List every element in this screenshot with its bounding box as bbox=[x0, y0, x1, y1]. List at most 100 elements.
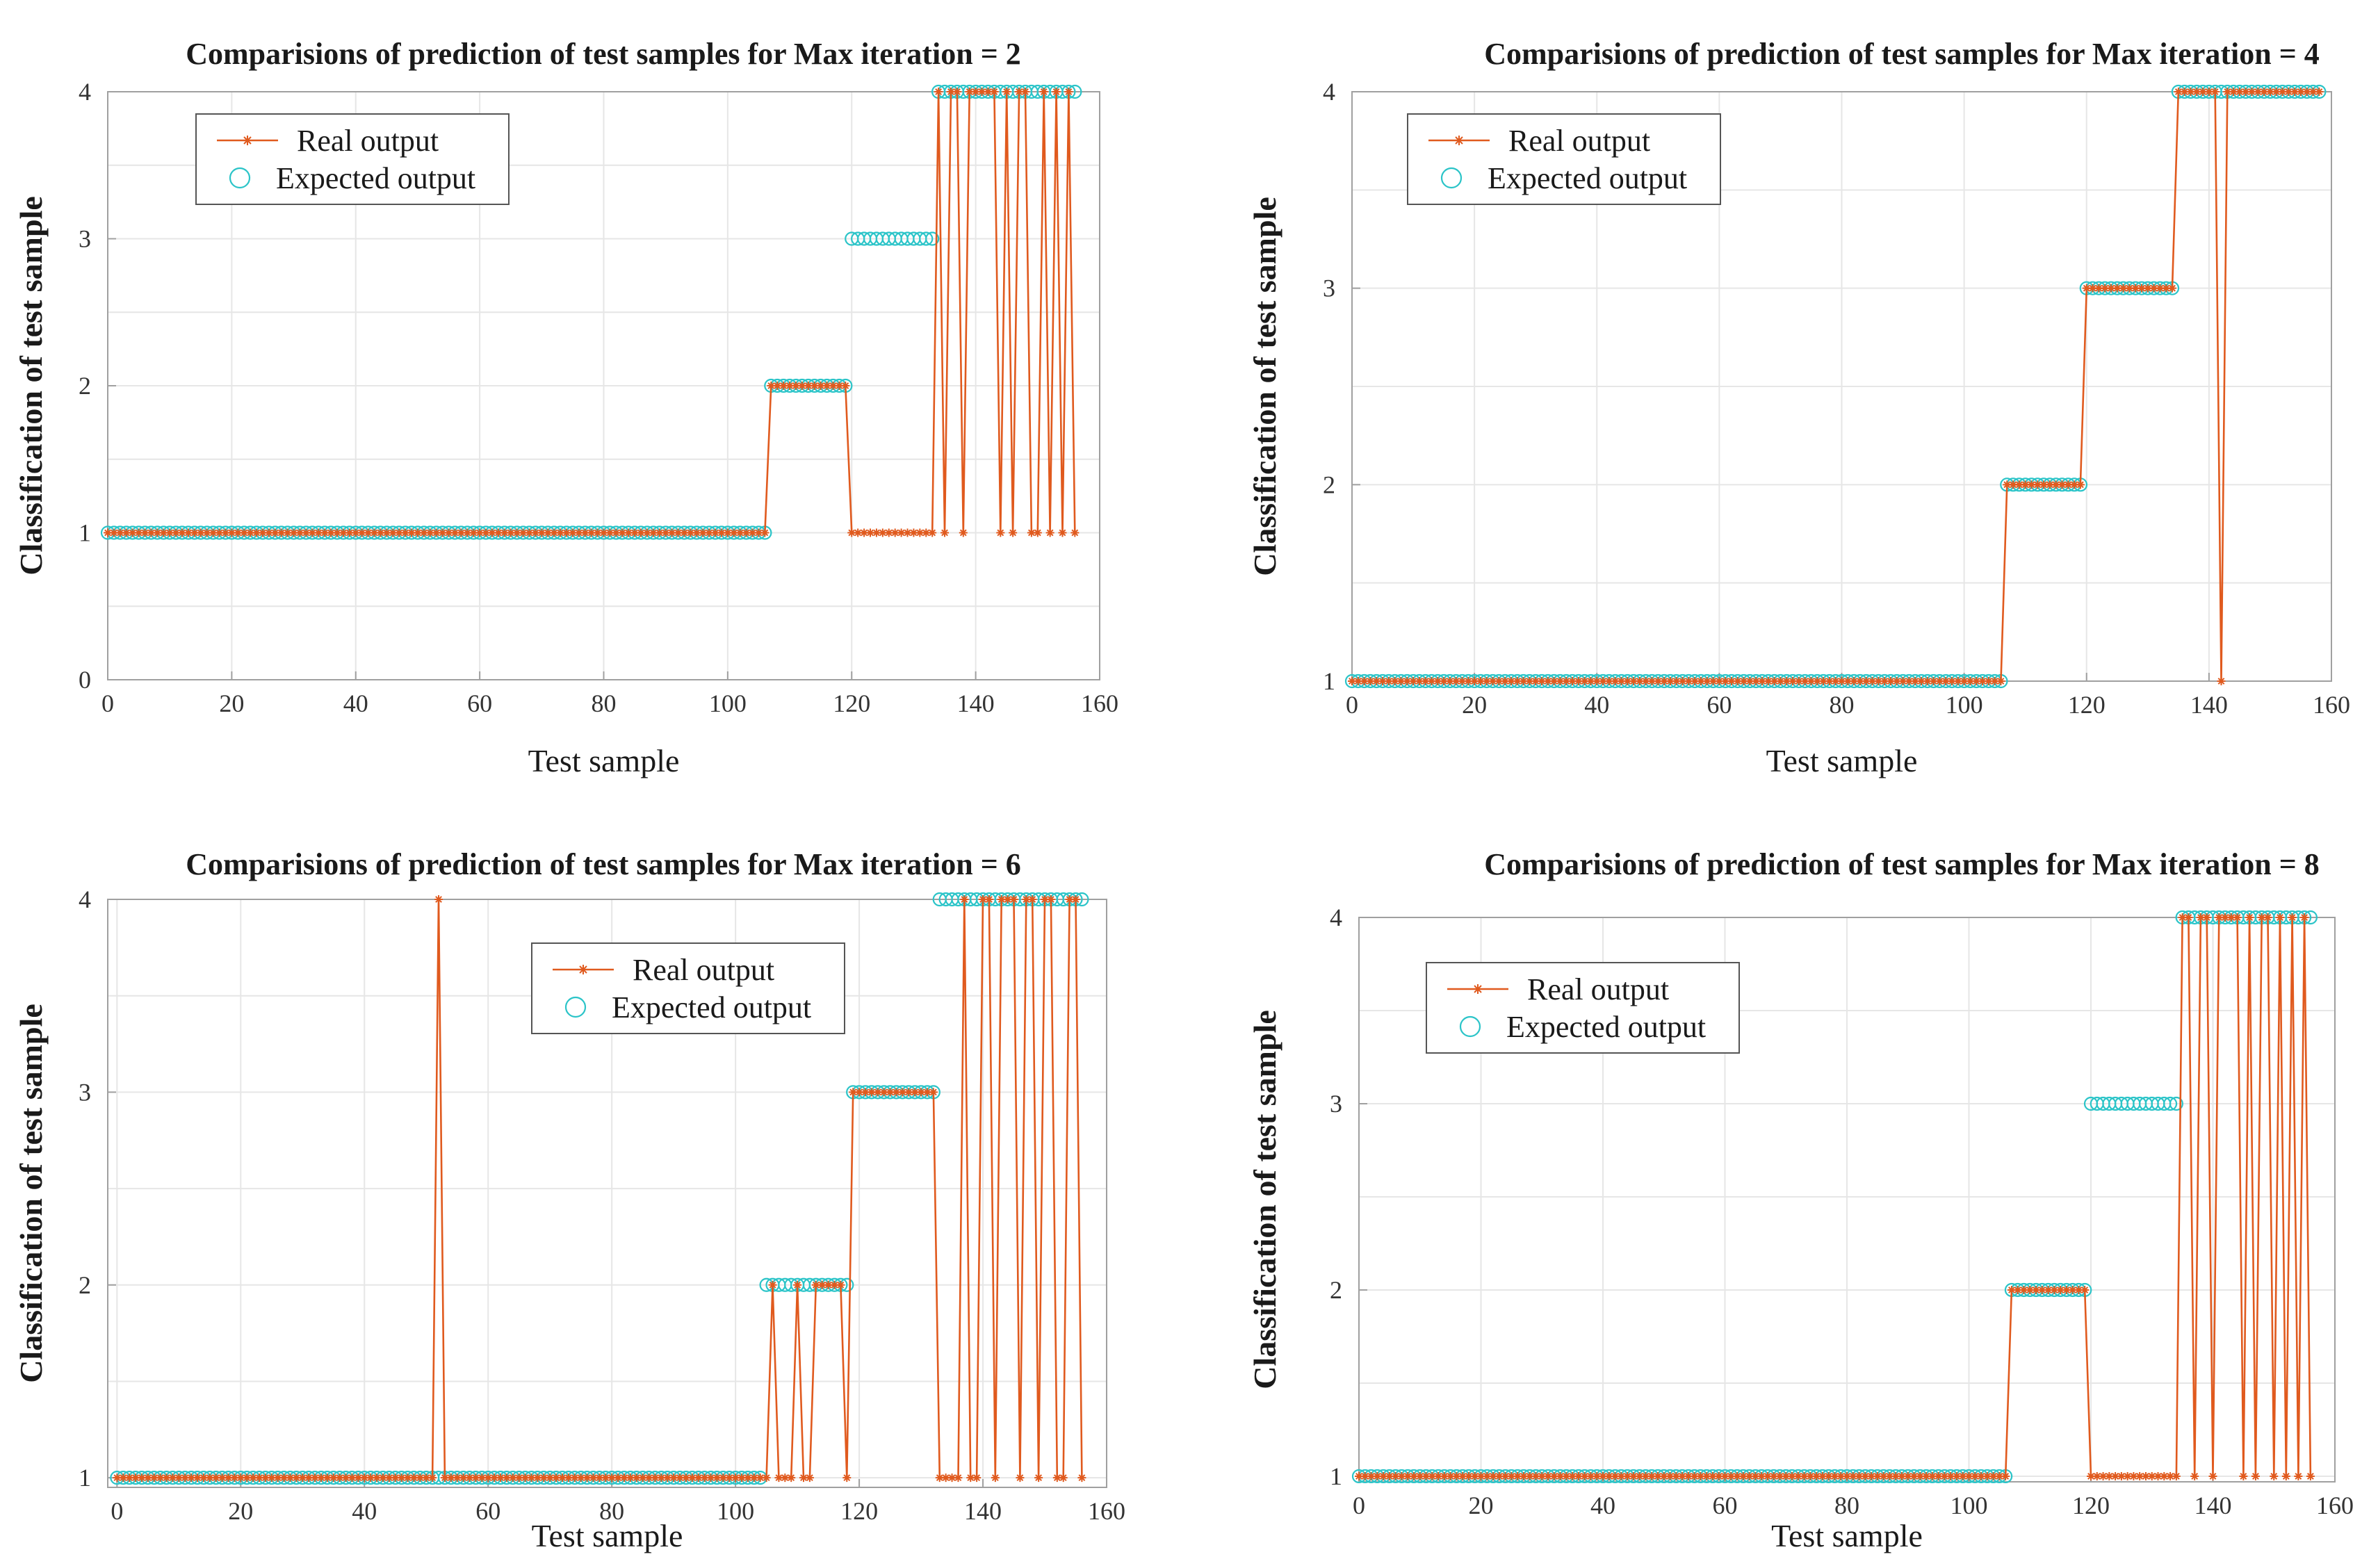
y-tick-label: 3 bbox=[1330, 1090, 1342, 1118]
real-output-point bbox=[612, 528, 621, 537]
real-output-point bbox=[348, 1473, 357, 1483]
legend-real-marker bbox=[243, 136, 252, 145]
real-output-point bbox=[842, 1473, 852, 1483]
real-output-point bbox=[1415, 1471, 1424, 1480]
real-output-point bbox=[469, 528, 478, 537]
real-output-point bbox=[2281, 1471, 2290, 1480]
real-output-point bbox=[1690, 1471, 1699, 1480]
real-output-point bbox=[1531, 1471, 1540, 1480]
real-output-point bbox=[1708, 1471, 1717, 1480]
real-output-point bbox=[1758, 677, 1767, 685]
real-output-point bbox=[2302, 88, 2311, 96]
real-output-point bbox=[1476, 677, 1485, 685]
real-output-point bbox=[1958, 1471, 1967, 1480]
real-output-point bbox=[227, 528, 236, 537]
real-output-point bbox=[966, 1473, 975, 1483]
real-output-point bbox=[1488, 677, 1497, 685]
real-output-point bbox=[694, 1473, 703, 1483]
real-output-point bbox=[1629, 1471, 1638, 1480]
real-output-point bbox=[1800, 677, 1809, 685]
real-output-point bbox=[345, 528, 354, 537]
real-output-point bbox=[2276, 913, 2285, 922]
x-tick-label: 0 bbox=[1346, 691, 1358, 719]
legend-expected-label: Expected output bbox=[1506, 1010, 1706, 1044]
real-output-point bbox=[2265, 88, 2274, 96]
real-output-point bbox=[2051, 480, 2060, 489]
real-output-point bbox=[574, 528, 583, 537]
real-output-point bbox=[626, 1473, 635, 1483]
legend-expected-marker bbox=[1440, 167, 1463, 189]
real-output-point bbox=[2180, 88, 2189, 96]
real-output-point bbox=[1641, 1471, 1650, 1480]
real-output-point bbox=[2226, 913, 2236, 922]
real-output-point bbox=[215, 528, 224, 537]
real-output-point bbox=[1623, 677, 1632, 685]
real-output-point bbox=[886, 1088, 895, 1097]
real-output-point bbox=[2260, 88, 2269, 96]
real-output-point bbox=[1028, 895, 1037, 904]
real-output-point bbox=[2294, 1471, 2303, 1480]
real-output-point bbox=[866, 528, 875, 537]
real-output-point bbox=[1880, 677, 1889, 685]
real-output-point bbox=[2129, 1471, 2138, 1480]
real-output-point bbox=[1574, 677, 1583, 685]
real-output-point bbox=[484, 1473, 493, 1483]
real-output-point bbox=[1360, 1471, 1369, 1480]
real-output-point bbox=[1659, 1471, 1668, 1480]
real-output-point bbox=[637, 528, 646, 537]
real-output-point bbox=[419, 528, 428, 537]
real-output-point bbox=[1464, 1471, 1473, 1480]
real-output-point bbox=[810, 382, 819, 390]
real-output-point bbox=[1538, 1471, 1547, 1480]
real-output-point bbox=[2296, 88, 2305, 96]
legend-box bbox=[531, 942, 845, 1034]
real-output-point bbox=[1776, 677, 1785, 685]
real-output-point bbox=[773, 382, 782, 390]
real-output-point bbox=[2196, 913, 2205, 922]
real-output-point bbox=[878, 528, 887, 537]
real-output-point bbox=[642, 528, 651, 537]
real-output-point bbox=[897, 528, 906, 537]
real-output-point bbox=[357, 528, 366, 537]
real-output-point bbox=[1946, 1471, 1955, 1480]
real-output-point bbox=[1788, 1471, 1797, 1480]
real-output-point bbox=[1782, 1471, 1791, 1480]
real-output-point bbox=[1733, 1471, 1742, 1480]
real-output-point bbox=[657, 1473, 666, 1483]
real-output-point bbox=[1433, 677, 1442, 685]
real-output-point bbox=[440, 1473, 449, 1483]
real-output-point bbox=[273, 1473, 282, 1483]
real-output-point bbox=[1941, 677, 1951, 685]
real-output-point bbox=[2050, 1285, 2059, 1294]
real-output-point bbox=[1727, 677, 1736, 685]
real-output-point bbox=[1751, 1471, 1760, 1480]
real-output-point bbox=[407, 528, 416, 537]
real-output-point bbox=[959, 528, 968, 537]
real-output-point bbox=[2174, 88, 2183, 96]
chart-title: Comparisions of prediction of test sampl… bbox=[186, 847, 1021, 881]
real-output-point bbox=[391, 1473, 400, 1483]
real-output-point bbox=[1691, 677, 1700, 685]
real-output-point bbox=[2217, 677, 2226, 685]
real-output-point bbox=[748, 528, 757, 537]
legend-box bbox=[1426, 962, 1740, 1054]
real-output-point bbox=[1039, 88, 1048, 96]
real-output-point bbox=[1549, 1471, 1558, 1480]
real-output-point bbox=[1373, 1471, 1382, 1480]
chart-panel-3: 0 20 40 60 80 100 120 140 160 1 2 3 4 Comparisions of… bbox=[13, 847, 1125, 1553]
real-output-point bbox=[1819, 677, 1828, 685]
real-output-point bbox=[378, 1473, 387, 1483]
real-output-point bbox=[1604, 1471, 1613, 1480]
real-output-point bbox=[209, 528, 218, 537]
real-output-point bbox=[397, 1473, 406, 1483]
real-output-point bbox=[984, 88, 993, 96]
real-output-point bbox=[140, 528, 149, 537]
real-output-point bbox=[619, 1473, 628, 1483]
real-output-point bbox=[457, 528, 466, 537]
real-output-point bbox=[1684, 677, 1693, 685]
real-output-point bbox=[1934, 1471, 1943, 1480]
real-output-point bbox=[131, 1473, 140, 1483]
real-output-point bbox=[243, 1473, 252, 1483]
real-output-point bbox=[525, 528, 534, 537]
real-output-point bbox=[1476, 1471, 1485, 1480]
